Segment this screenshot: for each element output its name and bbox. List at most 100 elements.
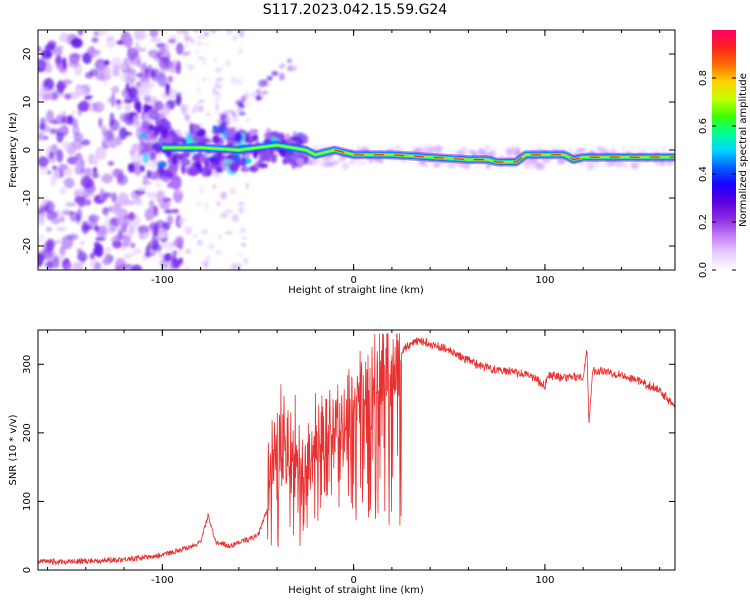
snr-ytick-label: 0 xyxy=(22,567,33,573)
spectrogram-cell xyxy=(167,166,177,173)
spectrogram-cell xyxy=(505,148,515,154)
spectrogram-cell xyxy=(468,149,476,154)
spectrogram-cell xyxy=(146,169,152,179)
spectrogram-cell xyxy=(212,125,218,131)
spectrogram-cell xyxy=(163,137,174,145)
snr-ticks: -100 0 100 0 100 200 300 xyxy=(22,330,675,586)
spectrogram-cell xyxy=(55,56,61,69)
spectrogram-cell xyxy=(279,63,286,69)
spectrogram-cell xyxy=(237,252,245,258)
spectrogram-cell xyxy=(102,206,109,216)
spectrogram-cell xyxy=(198,56,205,61)
spectrogram-cell xyxy=(214,81,220,88)
spectrogram-cell xyxy=(62,140,71,150)
colorbar-tick-label: 0.0 xyxy=(698,262,709,278)
spectrogram-cell xyxy=(210,169,218,176)
spectrogram-cell xyxy=(197,99,206,103)
spectrogram-cell xyxy=(488,149,497,157)
spectrogram-cell xyxy=(206,75,211,81)
spectrogram-cell xyxy=(74,62,82,76)
spectrogram-cell xyxy=(131,143,141,152)
spectrogram-cell xyxy=(109,119,120,132)
spectrogram-cell xyxy=(255,95,262,101)
spectrogram-cell xyxy=(225,208,233,214)
spectrogram-cell xyxy=(236,157,246,166)
spectrogram-cell xyxy=(243,257,248,265)
spectrogram-cell xyxy=(170,262,176,268)
spectrogram-cell xyxy=(45,227,53,232)
spectrogram-cell xyxy=(76,103,87,109)
spectrogram-cell xyxy=(159,258,170,269)
spectrogram-cell xyxy=(87,214,100,223)
spectrogram-cell xyxy=(557,158,565,165)
spectrogram-cell xyxy=(251,134,259,141)
spectrogram-cell xyxy=(213,57,218,62)
spectrogram-xtick-label: 100 xyxy=(535,275,554,286)
spectrogram-cell xyxy=(266,75,273,81)
spectrogram-cell xyxy=(151,243,163,252)
spectrogram-cell xyxy=(320,156,331,161)
spectrogram-cell xyxy=(150,82,155,88)
snr-ytick-label: 200 xyxy=(22,423,33,442)
spectrogram-cell xyxy=(163,65,171,72)
spectrogram-cell xyxy=(212,87,217,96)
spectrogram-cell xyxy=(243,138,255,144)
spectrogram-cell xyxy=(184,114,191,122)
spectrogram-cell xyxy=(134,198,143,206)
spectrogram-cell xyxy=(38,213,46,227)
spectrogram-cell xyxy=(529,162,539,170)
spectrogram-cell xyxy=(142,153,150,164)
spectrogram-cell xyxy=(203,160,210,167)
spectrogram-cell xyxy=(163,112,168,118)
spectrogram-cell xyxy=(139,132,148,139)
spectrogram-cell xyxy=(77,251,88,262)
spectrogram-cell xyxy=(196,85,202,95)
spectrogram-cell xyxy=(249,165,259,173)
spectrogram-cell xyxy=(130,190,142,200)
spectrogram-cell xyxy=(113,136,123,146)
figure-title: S117.2023.042.15.59.G24 xyxy=(263,2,448,18)
spectrogram-cell xyxy=(178,242,183,250)
spectrogram-cell xyxy=(143,252,155,257)
spectrogram-cell xyxy=(136,47,147,53)
spectrogram-cell xyxy=(231,115,239,123)
spectrogram-cell xyxy=(170,100,176,109)
spectrogram-cell xyxy=(116,217,127,226)
spectrogram-cell xyxy=(106,36,115,41)
spectrogram-cell xyxy=(127,86,139,98)
spectrogram-ytick-label: -20 xyxy=(22,238,33,254)
spectrogram-cell xyxy=(215,77,224,82)
spectrogram-cell xyxy=(93,225,100,232)
spectrogram-cell xyxy=(92,166,98,174)
spectrogram-cell xyxy=(451,163,462,167)
spectrogram-cell xyxy=(167,182,173,189)
spectrogram-cell xyxy=(127,162,136,173)
spectrogram-cell xyxy=(258,152,265,163)
spectrogram-cell xyxy=(215,103,219,112)
spectrogram-cell xyxy=(70,110,76,116)
spectrogram-cell xyxy=(178,217,184,227)
spectrogram-cell xyxy=(94,262,102,270)
spectrogram-cell xyxy=(92,101,105,113)
spectrogram-cell xyxy=(43,242,50,254)
spectrogram-cell xyxy=(455,150,463,156)
spectrogram-cell xyxy=(153,100,164,112)
spectrogram-cell xyxy=(423,163,429,168)
spectrogram-cell xyxy=(212,134,221,145)
spectrogram-cell xyxy=(61,110,66,118)
spectrogram-cell xyxy=(356,159,367,167)
spectrogram-cell xyxy=(40,124,51,133)
spectrogram-cell xyxy=(181,156,188,167)
spectrogram-cell xyxy=(211,129,219,135)
spectrogram-cell xyxy=(115,99,122,105)
spectrogram-cell xyxy=(214,67,223,73)
spectrogram-ytick-label: -10 xyxy=(22,190,33,206)
spectrogram-cell xyxy=(71,37,83,49)
spectrogram-cell xyxy=(215,166,222,173)
spectrogram-cell xyxy=(231,213,239,223)
spectrogram-ylabel: Frequency (Hz) xyxy=(8,112,19,188)
spectrogram-cell xyxy=(153,205,158,216)
spectrogram-cell xyxy=(201,229,209,235)
